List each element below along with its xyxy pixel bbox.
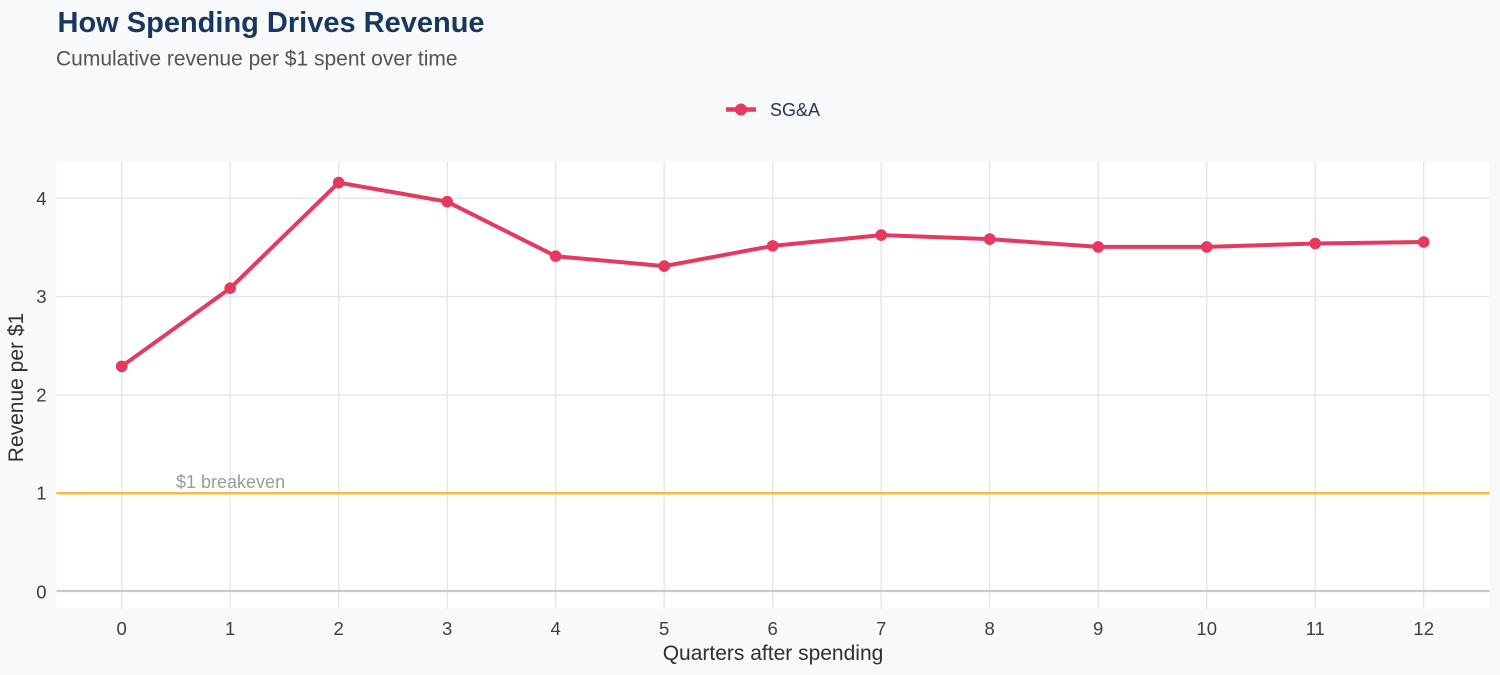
svg-text:0: 0 xyxy=(117,618,127,639)
svg-text:3: 3 xyxy=(36,286,46,307)
svg-text:11: 11 xyxy=(1306,618,1325,639)
svg-text:$1 breakeven: $1 breakeven xyxy=(176,472,285,492)
svg-text:2: 2 xyxy=(36,384,46,405)
svg-text:SG&A: SG&A xyxy=(770,100,820,120)
svg-text:1: 1 xyxy=(225,618,235,639)
svg-text:4: 4 xyxy=(36,188,46,209)
svg-text:7: 7 xyxy=(876,618,886,639)
svg-text:Cumulative revenue per $1 spen: Cumulative revenue per $1 spent over tim… xyxy=(56,48,458,71)
svg-text:Quarters after spending: Quarters after spending xyxy=(663,642,884,665)
svg-text:1: 1 xyxy=(36,483,46,504)
svg-text:5: 5 xyxy=(659,618,669,639)
svg-text:4: 4 xyxy=(551,618,561,639)
svg-text:3: 3 xyxy=(442,618,452,639)
svg-text:How Spending Drives Revenue: How Spending Drives Revenue xyxy=(58,7,485,39)
svg-text:12: 12 xyxy=(1413,618,1434,639)
svg-text:10: 10 xyxy=(1196,618,1217,639)
svg-text:9: 9 xyxy=(1093,618,1103,639)
svg-text:Revenue per $1: Revenue per $1 xyxy=(5,313,28,462)
svg-text:2: 2 xyxy=(334,618,344,639)
svg-text:8: 8 xyxy=(985,618,995,639)
svg-text:0: 0 xyxy=(36,582,46,603)
svg-text:6: 6 xyxy=(768,618,778,639)
